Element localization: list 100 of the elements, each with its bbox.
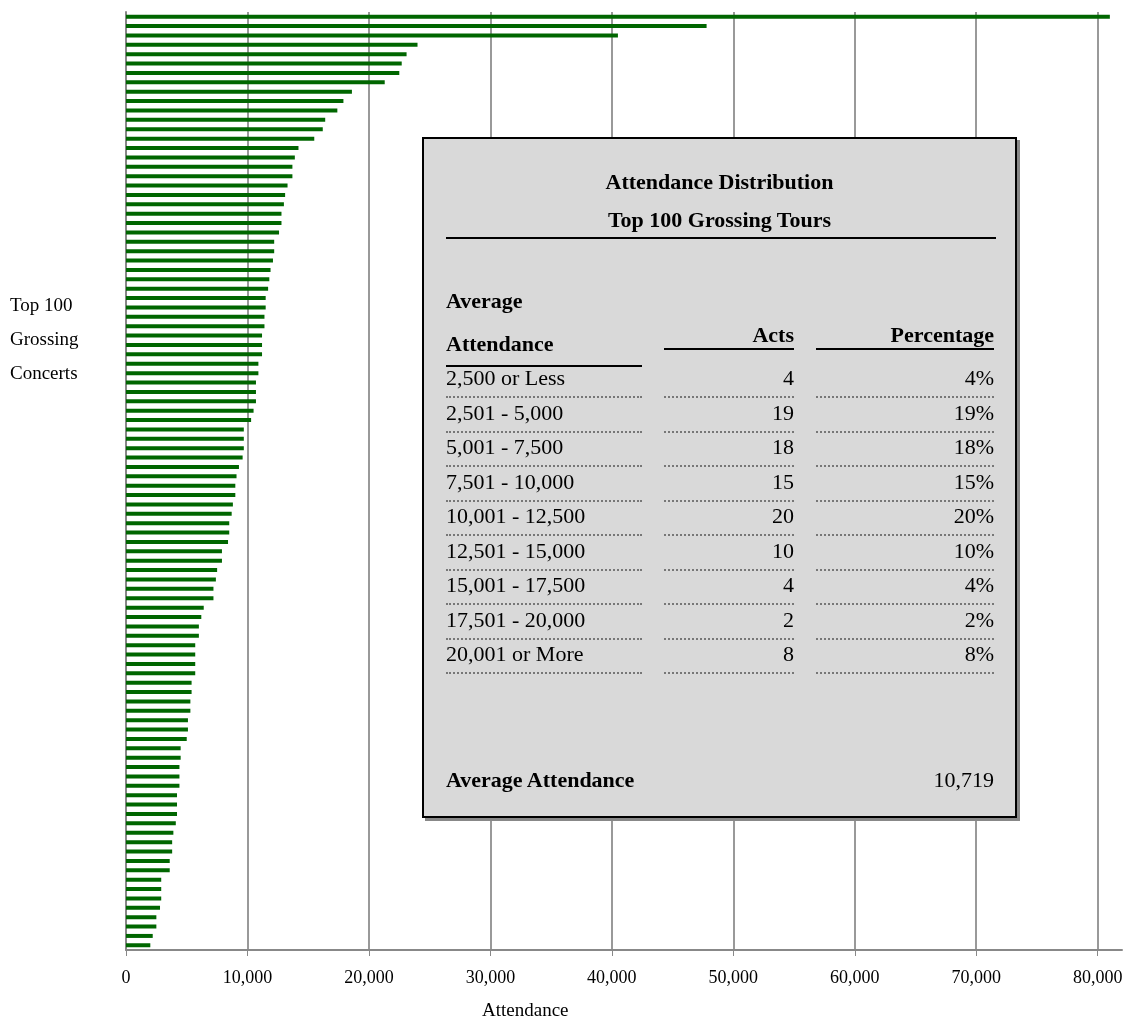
annotation: 10	[664, 537, 794, 571]
bar	[126, 230, 280, 235]
annotation: Percentage	[816, 322, 994, 350]
bar	[126, 502, 233, 507]
annotation: 4%	[816, 572, 994, 605]
bar	[126, 849, 173, 854]
bar	[126, 352, 263, 357]
x-tick-label: 60,000	[830, 967, 880, 987]
bar	[126, 802, 178, 807]
bar	[126, 324, 265, 329]
annotation: 20	[664, 503, 794, 536]
bar	[126, 521, 230, 526]
bar	[126, 277, 270, 282]
bar	[126, 108, 338, 113]
annotation: 7,501 - 10,000	[446, 468, 642, 502]
bar	[126, 455, 243, 460]
bar	[126, 690, 192, 695]
bar	[126, 80, 385, 85]
bar	[126, 89, 352, 94]
bar	[126, 671, 196, 676]
bar	[126, 558, 222, 563]
bar	[126, 539, 229, 544]
bar	[126, 408, 254, 413]
bar	[126, 568, 218, 573]
bar	[126, 249, 275, 254]
bar	[126, 586, 214, 591]
bar	[126, 577, 216, 582]
bar	[126, 933, 153, 938]
bar	[126, 24, 707, 29]
x-tick-label: 80,000	[1072, 967, 1123, 987]
bar	[126, 887, 162, 892]
bar	[126, 183, 288, 188]
bar	[126, 746, 181, 751]
bar	[126, 905, 161, 910]
bar	[126, 418, 252, 423]
bar	[126, 389, 256, 394]
annotation: 17,501 - 20,000	[446, 606, 642, 640]
bar	[126, 258, 273, 263]
annotation: 8%	[816, 641, 994, 674]
bar	[126, 136, 315, 141]
bar	[126, 52, 407, 57]
bar	[126, 483, 236, 488]
x-tick-label: 10,000	[222, 967, 273, 987]
bar	[126, 530, 230, 535]
annotation: 15	[664, 468, 794, 502]
bar	[126, 14, 1110, 19]
bar	[126, 811, 178, 816]
annotation: 4	[664, 365, 794, 398]
bar	[126, 755, 181, 760]
bar	[126, 314, 265, 319]
bar	[126, 239, 275, 244]
x-axis-title: Attendance	[482, 999, 569, 1020]
annotation: 2%	[816, 606, 994, 640]
annotation: 20,001 or More	[446, 641, 642, 674]
annotation: 12,501 - 15,000	[446, 537, 642, 571]
annotation: 2	[664, 606, 794, 640]
x-tick-label: 40,000	[587, 967, 637, 987]
bar	[126, 61, 402, 66]
bar	[126, 643, 196, 648]
bar	[126, 474, 237, 479]
annotation: 10,719	[932, 767, 994, 793]
bar	[126, 446, 244, 451]
bar	[126, 661, 196, 666]
bar	[126, 699, 191, 704]
bar	[126, 371, 259, 376]
bar	[126, 765, 180, 770]
bar	[126, 774, 180, 779]
annotation: 8	[664, 641, 794, 674]
bar	[126, 464, 239, 469]
annotation: Acts	[664, 322, 794, 350]
bar	[126, 42, 418, 47]
bar	[126, 117, 326, 122]
bar	[126, 333, 263, 338]
bar	[126, 652, 196, 657]
annotation: 5,001 - 7,500	[446, 434, 642, 467]
annotation: 19	[664, 399, 794, 433]
bar	[126, 296, 266, 301]
bar	[126, 361, 259, 366]
bar	[126, 821, 176, 826]
bar	[126, 427, 244, 432]
bar	[126, 915, 157, 920]
bar	[126, 155, 295, 160]
bar	[126, 896, 162, 901]
bar	[126, 399, 256, 404]
bar	[126, 615, 202, 620]
bar	[126, 877, 162, 882]
x-tick-label: 70,000	[951, 967, 1001, 987]
annotation: Average Attendance	[446, 767, 635, 793]
x-tick-label: 0	[121, 967, 131, 987]
annotation: 2,501 - 5,000	[446, 399, 642, 433]
bar	[126, 174, 293, 179]
bar	[126, 549, 222, 554]
annotation: 15%	[816, 468, 994, 502]
bar	[126, 708, 191, 713]
annotation: 4	[664, 572, 794, 605]
annotation: Attendance Distribution	[604, 169, 835, 195]
annotation: 18	[664, 434, 794, 467]
bar	[126, 624, 199, 629]
bar	[126, 286, 269, 291]
bar	[126, 211, 282, 216]
